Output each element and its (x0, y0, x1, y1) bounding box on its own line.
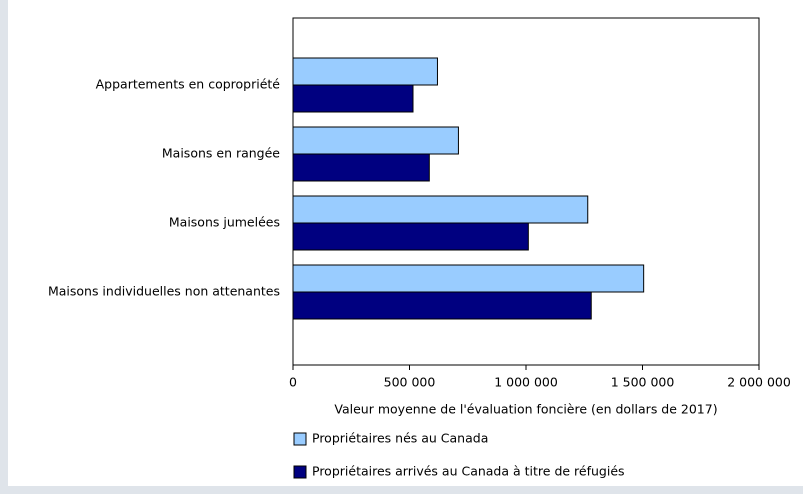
x-tick-label: 0 (289, 375, 297, 390)
frame-left (0, 0, 8, 494)
frame-bottom (0, 486, 803, 494)
bar (292, 195, 589, 224)
bar (292, 126, 459, 155)
bar (292, 153, 430, 182)
y-tick-label: Appartements en copropriété (96, 77, 281, 92)
bar (292, 84, 414, 113)
x-axis-title: Valeur moyenne de l'évaluation foncière … (334, 402, 717, 417)
y-tick-label: Maisons jumelées (169, 215, 280, 230)
bar (292, 291, 592, 320)
legend-label: Propriétaires nés au Canada (312, 431, 488, 446)
x-tick-label: 500 000 (384, 375, 436, 390)
legend-swatch (293, 432, 307, 446)
x-tick-label: 2 000 000 (727, 375, 791, 390)
bar (292, 57, 438, 86)
y-tick-label: Maisons en rangée (162, 146, 280, 161)
legend-swatch (293, 465, 307, 479)
legend-label: Propriétaires arrivés au Canada à titre … (312, 464, 625, 479)
x-tick-label: 1 500 000 (611, 375, 675, 390)
bar (292, 222, 529, 251)
bar (292, 264, 645, 293)
y-tick-label: Maisons individuelles non attenantes (48, 284, 280, 299)
x-tick-label: 1 000 000 (494, 375, 558, 390)
